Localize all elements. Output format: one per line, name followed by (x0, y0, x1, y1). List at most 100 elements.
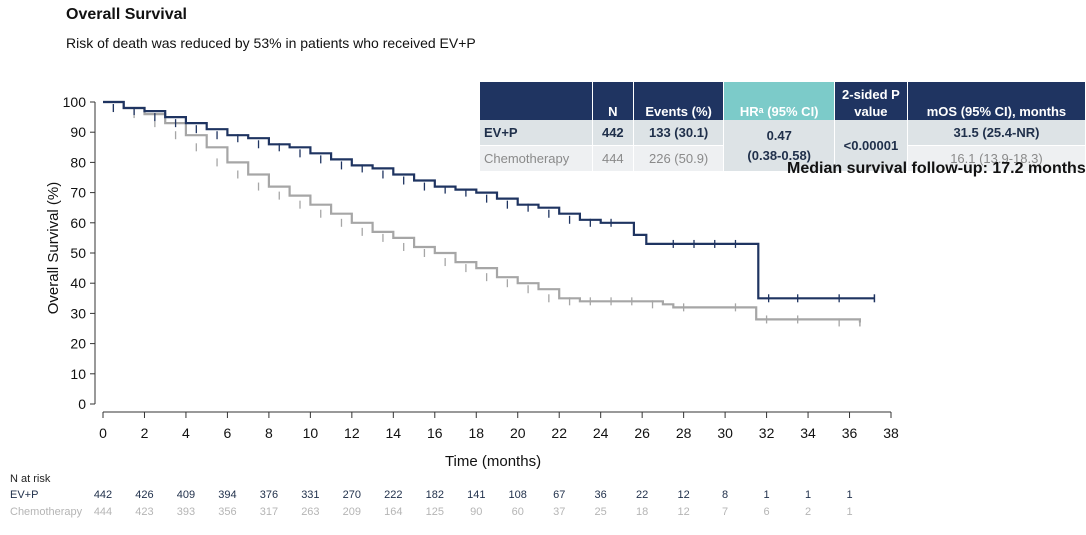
risk-value: 331 (301, 489, 319, 501)
y-tick-label: 0 (78, 396, 86, 412)
x-tick-label: 2 (141, 425, 149, 441)
risk-value: 356 (218, 506, 236, 518)
risk-value: 393 (177, 506, 195, 518)
x-tick-label: 8 (265, 425, 273, 441)
risk-value: 1 (805, 489, 811, 501)
row-mos-evp: 31.5 (25.4-NR) (907, 120, 1086, 146)
risk-value: 12 (678, 489, 690, 501)
risk-value: 1 (764, 489, 770, 501)
risk-value: 222 (384, 489, 402, 501)
hr-value: 0.47 (766, 127, 792, 143)
risk-value: 270 (343, 489, 361, 501)
row-label-evp: EV+P (480, 120, 593, 146)
summary-table: N Events (%) HRᵃ (95% CI) 2-sided P valu… (480, 82, 1086, 172)
row-events-evp: 133 (30.1) (633, 120, 725, 146)
x-tick-label: 16 (427, 425, 443, 441)
y-axis-label: Overall Survival (%) (45, 182, 62, 315)
risk-value: 67 (553, 489, 565, 501)
y-tick-label: 10 (70, 366, 86, 382)
y-tick-label: 60 (70, 215, 86, 231)
x-tick-label: 4 (182, 425, 190, 441)
risk-value: 108 (509, 489, 527, 501)
survival-line-ev-p (103, 100, 875, 300)
row-n-evp: 442 (592, 120, 634, 146)
risk-value: 8 (722, 489, 728, 501)
y-tick-label: 90 (70, 124, 86, 140)
header-hr: HRᵃ (95% CI) (723, 82, 835, 120)
p-value: <0.00001 (834, 120, 908, 172)
risk-value: 423 (135, 506, 153, 518)
header-blank (480, 82, 593, 120)
header-mos: mOS (95% CI), months (907, 82, 1086, 120)
x-tick-label: 18 (468, 425, 484, 441)
risk-value: 317 (260, 506, 278, 518)
risk-value: 209 (343, 506, 361, 518)
risk-table-title: N at risk (10, 473, 51, 485)
risk-value: 164 (384, 506, 402, 518)
header-events: Events (%) (633, 82, 725, 120)
risk-value: 376 (260, 489, 278, 501)
risk-value: 442 (94, 489, 112, 501)
x-tick-label: 24 (593, 425, 609, 441)
risk-value: 12 (678, 506, 690, 518)
x-tick-label: 38 (883, 425, 899, 441)
x-tick-label: 26 (634, 425, 650, 441)
y-tick-label: 40 (70, 275, 86, 291)
risk-value: 409 (177, 489, 195, 501)
y-tick-label: 80 (70, 154, 86, 170)
risk-value: 6 (764, 506, 770, 518)
risk-value: 141 (467, 489, 485, 501)
risk-value: 394 (218, 489, 236, 501)
y-tick-label: 100 (63, 94, 87, 110)
risk-value: 7 (722, 506, 728, 518)
y-tick-label: 50 (70, 245, 86, 261)
risk-value: 426 (135, 489, 153, 501)
header-n: N (592, 82, 634, 120)
risk-value: 1 (846, 489, 852, 501)
risk-value: 182 (426, 489, 444, 501)
y-tick-label: 30 (70, 305, 86, 321)
x-tick-label: 36 (842, 425, 858, 441)
survival-curves (103, 100, 876, 327)
x-tick-label: 28 (676, 425, 692, 441)
x-axis: 0 2 4 6 8 10 12 14 16 18 20 22 24 26 28 30 32 34 36 38 (99, 411, 899, 441)
x-tick-label: 10 (303, 425, 319, 441)
chart-subtitle: Risk of death was reduced by 53% in pati… (66, 35, 476, 51)
risk-row-label: Chemotherapy (10, 506, 83, 518)
risk-value: 18 (636, 506, 648, 518)
x-axis-label: Time (months) (445, 453, 541, 470)
risk-value: 60 (512, 506, 524, 518)
x-tick-label: 34 (800, 425, 816, 441)
risk-value: 37 (553, 506, 565, 518)
survival-line-chemotherapy (103, 100, 861, 323)
x-tick-label: 14 (386, 425, 402, 441)
hr-cell: 0.47 (0.38-0.58) (723, 120, 835, 172)
header-pvalue: 2-sided P value (834, 82, 908, 120)
y-tick-label: 20 (70, 336, 86, 352)
risk-value: 25 (595, 506, 607, 518)
risk-value: 90 (470, 506, 482, 518)
x-tick-label: 32 (759, 425, 775, 441)
x-tick-label: 6 (224, 425, 232, 441)
risk-value: 1 (846, 506, 852, 518)
x-tick-label: 30 (717, 425, 733, 441)
followup-note: Median survival follow-up: 17.2 months (787, 160, 1086, 177)
risk-value: 444 (94, 506, 112, 518)
risk-value: 2 (805, 506, 811, 518)
row-n-chemo: 444 (592, 145, 634, 172)
risk-value: 125 (426, 506, 444, 518)
x-tick-label: 22 (551, 425, 567, 441)
row-events-chemo: 226 (50.9) (633, 145, 725, 172)
risk-value: 36 (595, 489, 607, 501)
risk-value: 22 (636, 489, 648, 501)
x-tick-label: 20 (510, 425, 526, 441)
chart-title: Overall Survival (66, 6, 187, 23)
row-label-chemo: Chemotherapy (480, 145, 593, 172)
risk-row-label: EV+P (10, 489, 38, 501)
row-mos-chemo: 16.1 (13.9-18.3) (907, 145, 1086, 172)
hr-ci: (0.38-0.58) (747, 147, 812, 163)
y-axis: 0 10 20 30 40 50 60 70 80 90 100 (63, 94, 96, 412)
x-tick-label: 0 (99, 425, 107, 441)
